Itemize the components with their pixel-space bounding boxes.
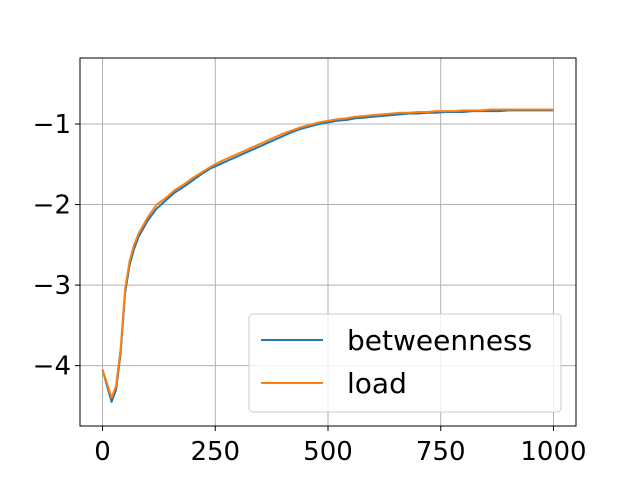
plot-series: [101, 108, 554, 403]
y-tick-label: −4: [33, 352, 71, 382]
y-tick-label: −2: [33, 191, 71, 221]
series-line-load: [101, 108, 554, 399]
legend-box: [248, 313, 562, 413]
legend-label-betweenness: betweenness: [347, 324, 532, 357]
x-tick-label: 0: [94, 437, 111, 467]
legend: betweenness load: [248, 313, 562, 413]
y-tick-label: −1: [33, 110, 71, 140]
axis-ticks: 0 250 500 750 1000 −4 −3 −2 −1: [33, 110, 587, 467]
x-tick-label: 250: [190, 437, 240, 467]
y-tick-label: −3: [33, 271, 71, 301]
x-tick-label: 1000: [520, 437, 586, 467]
x-tick-label: 750: [416, 437, 466, 467]
x-tick-label: 500: [303, 437, 353, 467]
legend-label-load: load: [347, 367, 407, 400]
